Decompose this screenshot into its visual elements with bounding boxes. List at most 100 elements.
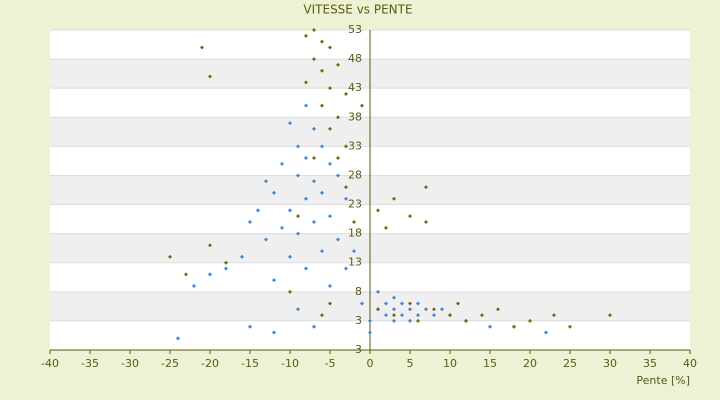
x-tick-label: 40 [683,357,697,370]
y-tick-label: 18 [348,227,362,240]
scatter-point [248,324,252,329]
scatter-point [264,237,268,242]
scatter-point [336,173,340,178]
x-tick-label: 25 [563,357,577,370]
x-tick-label: -30 [121,357,139,370]
scatter-point [288,121,292,126]
scatter-point [336,156,340,160]
scatter-point [448,313,452,318]
scatter-point [552,313,556,318]
y-tick-label: 3 [355,343,362,356]
x-tick-label: -40 [41,357,59,370]
scatter-point [400,313,404,318]
scatter-point [200,45,204,50]
y-tick-label: 13 [348,256,362,269]
scatter-point [376,289,380,294]
scatter-point [168,254,172,259]
x-tick-label: -15 [241,357,259,370]
y-tick-label: 53 [348,23,362,36]
scatter-point [384,313,388,318]
scatter-point [312,179,316,184]
x-tick-label: -25 [161,357,179,370]
scatter-point [432,307,436,312]
scatter-point [392,318,396,323]
scatter-point [328,284,332,288]
x-tick-label: 35 [643,357,657,370]
scatter-point [512,324,516,329]
x-tick-label: 15 [483,357,497,370]
scatter-point [176,336,180,341]
x-tick-label: -20 [201,357,219,370]
scatter-point [400,301,404,306]
scatter-point [272,190,276,195]
scatter-point [416,313,420,318]
scatter-point [304,156,308,160]
scatter-point [360,103,364,108]
x-tick-label: -35 [81,357,99,370]
scatter-point [480,313,484,318]
scatter-point [336,115,340,120]
scatter-point [424,307,428,312]
scatter-point [328,301,332,306]
scatter-point [344,196,348,201]
x-tick-label: -5 [325,357,336,370]
scatter-point [328,45,332,50]
scatter-point [408,318,412,323]
scatter-point [320,39,324,44]
scatter-point [304,266,308,271]
x-axis-label: Pente [%] [636,374,690,387]
scatter-point [272,278,276,283]
scatter-point [384,301,388,306]
scatter-point [352,249,356,254]
scatter-point [312,126,316,131]
scatter-point [320,68,324,73]
scatter-point [392,196,396,201]
scatter-point [608,313,612,318]
scatter-point [296,214,300,219]
y-tick-label: 23 [348,198,362,211]
x-tick-label: -10 [281,357,299,370]
scatter-point [208,74,212,79]
scatter-point [296,231,300,236]
scatter-point [240,254,244,259]
scatter-point [416,318,420,323]
scatter-point [544,330,548,335]
scatter-point [408,301,412,306]
scatter-point [272,330,276,335]
scatter-point [320,190,324,195]
scatter-point [280,161,284,166]
scatter-point [392,313,396,318]
x-tick-label: 20 [523,357,537,370]
scatter-point [408,307,412,312]
scatter-point [288,254,292,259]
y-tick-label: 48 [348,52,362,65]
scatter-point [424,220,428,224]
scatter-point [312,324,316,329]
scatter-point [496,307,500,312]
scatter-point [384,225,388,230]
scatter-point [408,214,412,219]
scatter-point [328,126,332,131]
scatter-point [424,185,428,190]
scatter-point [296,144,300,149]
scatter-point [568,324,572,329]
scatter-point [248,220,252,224]
scatter-point [528,318,532,323]
x-tick-label: 5 [407,357,414,370]
scatter-point [280,225,284,230]
scatter-point [352,220,356,224]
x-tick-label: 0 [367,357,374,370]
scatter-point [312,28,316,32]
scatter-point [336,237,340,242]
y-tick-label: 33 [348,139,362,152]
scatter-point [320,313,324,318]
y-tick-label: 8 [355,285,362,298]
x-tick-label: 30 [603,357,617,370]
scatter-point [304,80,308,85]
scatter-point [320,103,324,108]
scatter-point [376,208,380,213]
scatter-point [288,289,292,294]
scatter-point [224,266,228,271]
scatter-point [440,307,444,312]
